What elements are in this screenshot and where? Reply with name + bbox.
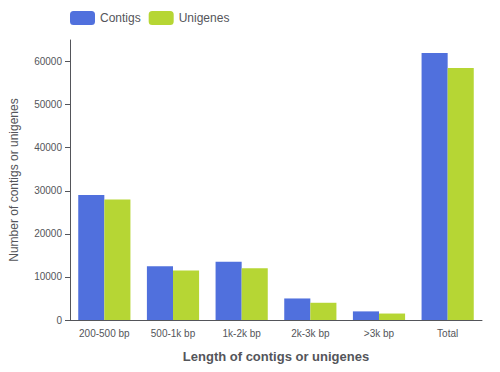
svg-text:Total: Total xyxy=(437,328,458,339)
svg-text:Length of contigs or unigenes: Length of contigs or unigenes xyxy=(183,349,369,364)
svg-text:60000: 60000 xyxy=(34,56,62,67)
svg-text:200-500 bp: 200-500 bp xyxy=(79,328,130,339)
svg-text:Unigenes: Unigenes xyxy=(179,11,230,25)
svg-text:Number of contigs or unigenes: Number of contigs or unigenes xyxy=(7,98,21,261)
svg-text:1k-2k bp: 1k-2k bp xyxy=(222,328,261,339)
svg-text:2k-3k bp: 2k-3k bp xyxy=(291,328,330,339)
svg-text:30000: 30000 xyxy=(34,185,62,196)
svg-text:Contigs: Contigs xyxy=(100,11,141,25)
svg-text:20000: 20000 xyxy=(34,228,62,239)
svg-text:50000: 50000 xyxy=(34,99,62,110)
svg-text:10000: 10000 xyxy=(34,271,62,282)
svg-text:0: 0 xyxy=(56,315,62,326)
svg-text:>3k bp: >3k bp xyxy=(364,328,395,339)
svg-text:40000: 40000 xyxy=(34,142,62,153)
svg-text:500-1k bp: 500-1k bp xyxy=(151,328,196,339)
